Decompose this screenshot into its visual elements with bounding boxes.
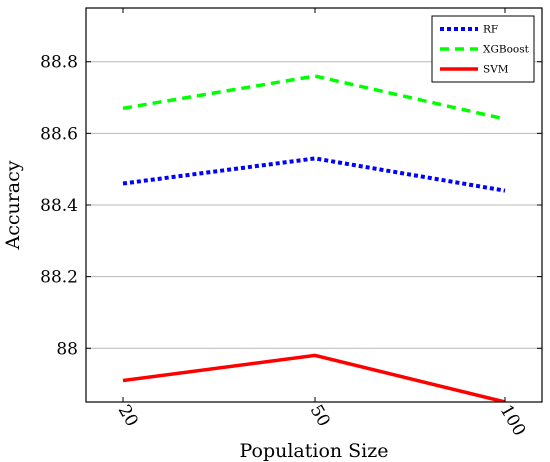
series-layer	[122, 74, 506, 402]
x-tick-label: 100	[496, 402, 530, 440]
y-tick-label: 88	[56, 339, 78, 359]
x-axis-label: Population Size	[239, 440, 388, 462]
y-tick-label: 88.6	[40, 124, 78, 144]
legend-label-xgboost: XGBoost	[483, 44, 530, 56]
x-tick-label: 50	[306, 402, 334, 431]
y-axis-label: Accuracy	[2, 160, 24, 250]
legend-label-svm: SVM	[483, 64, 509, 76]
legend: RF XGBoost SVM	[431, 15, 535, 83]
grid-layer	[86, 61, 542, 349]
series-line-rf	[122, 156, 506, 193]
y-tick-label: 88.4	[40, 196, 78, 216]
series-line-svm	[122, 353, 506, 402]
legend-entries: RF XGBoost SVM	[440, 24, 530, 76]
y-tick-label: 88.2	[40, 268, 78, 288]
series-line-xgboost	[122, 74, 506, 121]
y-tick-label: 88.8	[40, 53, 78, 73]
legend-label-rf: RF	[483, 24, 498, 36]
x-tick-label: 20	[114, 402, 142, 431]
